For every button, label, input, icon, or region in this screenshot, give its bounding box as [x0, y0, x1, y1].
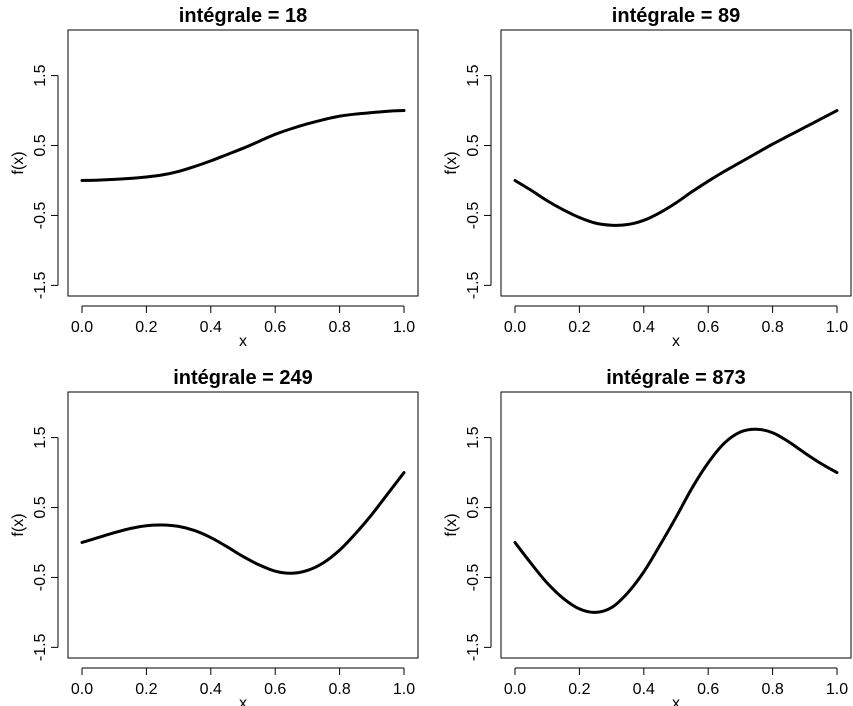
- y-tick-label: 0.5: [32, 134, 49, 156]
- series-line: [513, 109, 839, 227]
- y-axis-title: f(x): [10, 151, 27, 174]
- y-axis-title: f(x): [443, 513, 460, 536]
- plot-frame: [500, 391, 852, 659]
- x-tick-label: 0.4: [200, 681, 222, 698]
- x-tick-label: 0.4: [200, 319, 222, 336]
- x-tick-label: 0.6: [697, 681, 719, 698]
- x-tick-label: 1.0: [826, 681, 848, 698]
- y-axis-title: f(x): [443, 151, 460, 174]
- x-tick-label: 0.2: [568, 681, 590, 698]
- y-tick-label: 1.5: [32, 64, 49, 86]
- x-tick-label: 0.8: [761, 681, 783, 698]
- x-axis-title: x: [672, 695, 680, 706]
- x-tick-label: 0.8: [761, 319, 783, 336]
- x-tick-label: 0.6: [264, 681, 286, 698]
- x-tick-label: 0.8: [328, 681, 350, 698]
- x-axis-title: x: [672, 333, 680, 350]
- chart-panel-1: intégrale = 18 0.0 0.2 0.4 0.6 0.8 1.0 x -1.5 -0.…: [10, 5, 419, 350]
- y-tick-label: 1.5: [465, 426, 482, 448]
- series-line: [80, 471, 406, 575]
- x-tick-label: 0.8: [328, 319, 350, 336]
- x-tick-label: 0.0: [71, 681, 93, 698]
- x-tick-label: 0.4: [633, 319, 655, 336]
- y-tick-label: 1.5: [465, 64, 482, 86]
- x-tick-label: 0.2: [135, 319, 157, 336]
- chart-panel-2: intégrale = 89 0.0 0.2 0.4 0.6 0.8 1.0 x -1.5 -0.…: [443, 5, 852, 350]
- x-tick-label: 0.2: [135, 681, 157, 698]
- chart-title: intégrale = 873: [606, 367, 746, 389]
- plot-frame: [500, 29, 852, 297]
- chart-title: intégrale = 18: [179, 5, 307, 27]
- y-tick-label: -1.5: [465, 633, 482, 661]
- y-tick-label: -0.5: [465, 202, 482, 230]
- x-tick-label: 0.0: [504, 681, 526, 698]
- y-tick-label: -0.5: [32, 564, 49, 592]
- x-tick-label: 1.0: [393, 319, 415, 336]
- x-tick-label: 0.6: [264, 319, 286, 336]
- y-tick-label: 0.5: [465, 134, 482, 156]
- x-axis-title: x: [239, 333, 247, 350]
- x-tick-label: 0.2: [568, 319, 590, 336]
- x-tick-label: 0.0: [504, 319, 526, 336]
- plot-frame: [67, 391, 419, 659]
- y-tick-label: -1.5: [465, 271, 482, 299]
- y-tick-label: 0.5: [32, 496, 49, 518]
- y-tick-label: -0.5: [465, 564, 482, 592]
- y-axis-title: f(x): [10, 513, 27, 536]
- x-axis-title: x: [239, 695, 247, 706]
- chart-panel-4: intégrale = 873 0.0 0.2 0.4 0.6 0.8 1.0 x -1.5 -0…: [443, 367, 852, 706]
- x-tick-label: 0.6: [697, 319, 719, 336]
- chart-panel-3: intégrale = 249 0.0 0.2 0.4 0.6 0.8 1.0 x -1.5 -0…: [10, 367, 419, 706]
- plot-frame: [67, 29, 419, 297]
- y-tick-label: -1.5: [32, 271, 49, 299]
- series-line: [513, 427, 839, 614]
- chart-title: intégrale = 89: [612, 5, 740, 27]
- chart-title: intégrale = 249: [173, 367, 313, 389]
- x-tick-label: 1.0: [393, 681, 415, 698]
- x-tick-label: 1.0: [826, 319, 848, 336]
- y-tick-label: -0.5: [32, 202, 49, 230]
- y-tick-label: 1.5: [32, 426, 49, 448]
- x-tick-label: 0.0: [71, 319, 93, 336]
- x-tick-label: 0.4: [633, 681, 655, 698]
- y-tick-label: -1.5: [32, 633, 49, 661]
- y-tick-label: 0.5: [465, 496, 482, 518]
- series-line: [80, 109, 406, 182]
